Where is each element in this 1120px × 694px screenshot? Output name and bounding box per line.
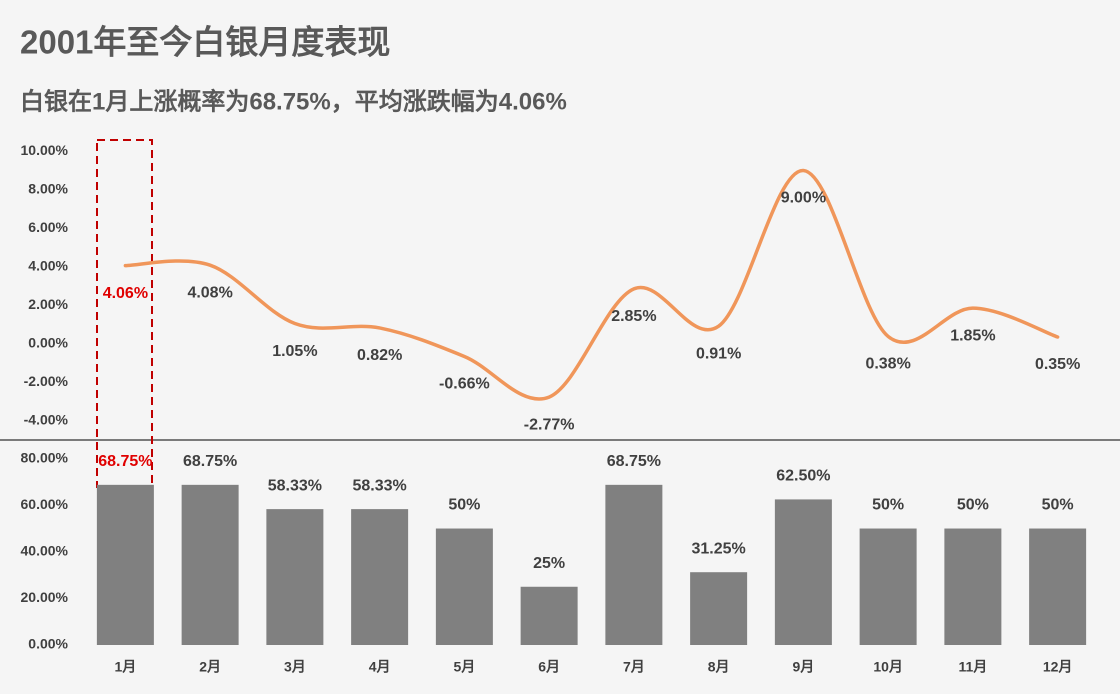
bar: [690, 572, 748, 645]
data-label: 0.91%: [696, 345, 741, 362]
x-tick-label: 6月: [538, 659, 560, 675]
y-tick-label: 10.00%: [21, 142, 69, 158]
highlight-box: [96, 139, 153, 488]
chart-subtitle: 白银在1月上涨概率为68.75%，平均涨跌幅为4.06%: [20, 87, 567, 115]
y-tick-label: 40.00%: [21, 543, 69, 559]
y-tick-label: 60.00%: [21, 496, 69, 512]
y-tick-label: 4.00%: [28, 257, 68, 273]
chart-title: 2001年至今白银月度表现: [20, 24, 390, 61]
y-tick-label: -2.00%: [24, 373, 69, 389]
x-tick-label: 2月: [199, 659, 221, 675]
data-label: 50%: [448, 497, 480, 514]
data-label: -2.77%: [524, 416, 575, 433]
data-label: 1.85%: [950, 327, 995, 344]
bar: [96, 484, 154, 645]
bar: [435, 528, 493, 645]
bar: [944, 528, 1002, 645]
data-label: 50%: [1042, 497, 1074, 514]
data-label: 50%: [957, 497, 989, 514]
data-label: 1.05%: [272, 343, 317, 360]
y-tick-label: 0.00%: [28, 636, 68, 652]
bar: [859, 528, 917, 645]
data-label: 62.50%: [776, 468, 830, 485]
data-label: 50%: [872, 497, 904, 514]
y-tick-label: 80.00%: [21, 449, 69, 465]
x-tick-label: 4月: [369, 659, 391, 675]
x-tick-label: 3月: [284, 659, 306, 675]
y-tick-label: 0.00%: [28, 334, 68, 350]
y-tick-label: 6.00%: [28, 219, 68, 235]
bar: [181, 484, 239, 645]
x-tick-label: 7月: [623, 659, 645, 675]
x-tick-label: 1月: [114, 659, 136, 675]
data-label: 0.35%: [1035, 356, 1080, 373]
data-label: 58.33%: [352, 477, 406, 494]
data-label: 4.08%: [187, 284, 232, 301]
y-tick-label: 2.00%: [28, 296, 68, 312]
data-label: 68.75%: [183, 453, 237, 470]
x-tick-label: 12月: [1043, 659, 1073, 675]
x-tick-label: 11月: [958, 659, 987, 675]
bar: [605, 484, 663, 645]
data-label: 4.06%: [103, 285, 148, 302]
line-series: [123, 168, 1060, 401]
data-label: 2.85%: [611, 308, 656, 325]
bar: [351, 509, 409, 645]
data-label: 58.33%: [268, 477, 322, 494]
data-label: -0.66%: [439, 376, 490, 393]
x-tick-label: 10月: [873, 659, 903, 675]
x-tick-label: 8月: [708, 659, 730, 675]
bar: [1029, 528, 1087, 645]
bar: [520, 586, 578, 645]
data-label: 0.38%: [865, 356, 910, 373]
x-tick-label: 9月: [792, 659, 814, 675]
data-label: 25%: [533, 555, 565, 572]
data-label: 9.00%: [781, 190, 826, 207]
x-tick-label: 5月: [453, 659, 475, 675]
bar: [774, 499, 832, 645]
y-tick-label: 8.00%: [28, 180, 68, 196]
data-label: 31.25%: [691, 540, 745, 557]
data-label: 68.75%: [607, 453, 661, 470]
data-label: 0.82%: [357, 347, 402, 364]
bar: [266, 509, 324, 645]
y-tick-label: -4.00%: [24, 411, 69, 427]
data-label: 68.75%: [98, 453, 152, 470]
y-tick-label: 20.00%: [21, 589, 69, 605]
